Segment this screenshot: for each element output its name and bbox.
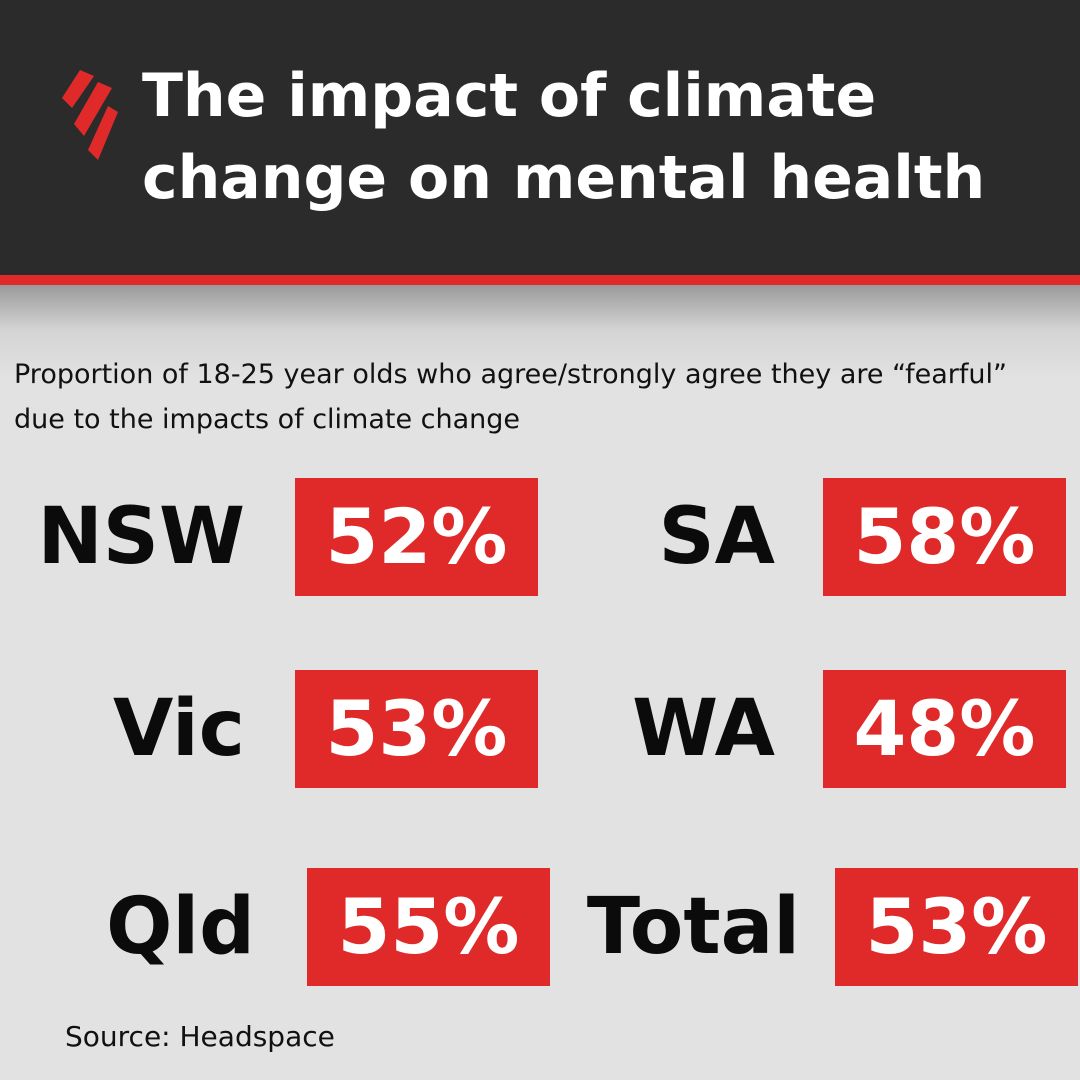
header: The impact of climate change on mental h… (0, 0, 1080, 285)
region-label: NSW (37, 492, 246, 582)
percent-box: 53% (835, 868, 1078, 986)
subtitle: Proportion of 18-25 year olds who agree/… (14, 359, 1007, 435)
region-label: Vic (113, 684, 245, 774)
percent-box: 53% (295, 670, 538, 788)
region-label: Total (586, 882, 800, 972)
percent-box: 52% (295, 478, 538, 596)
logo (62, 70, 118, 160)
region-label: SA (658, 492, 775, 582)
source: Source: Headspace (65, 1020, 335, 1053)
percent-box: 48% (823, 670, 1066, 788)
title: The impact of climate change on mental h… (142, 61, 986, 213)
region-label: WA (632, 684, 775, 774)
percent-box: 58% (823, 478, 1066, 596)
percent-box: 55% (307, 868, 550, 986)
region-label: Qld (106, 882, 255, 972)
